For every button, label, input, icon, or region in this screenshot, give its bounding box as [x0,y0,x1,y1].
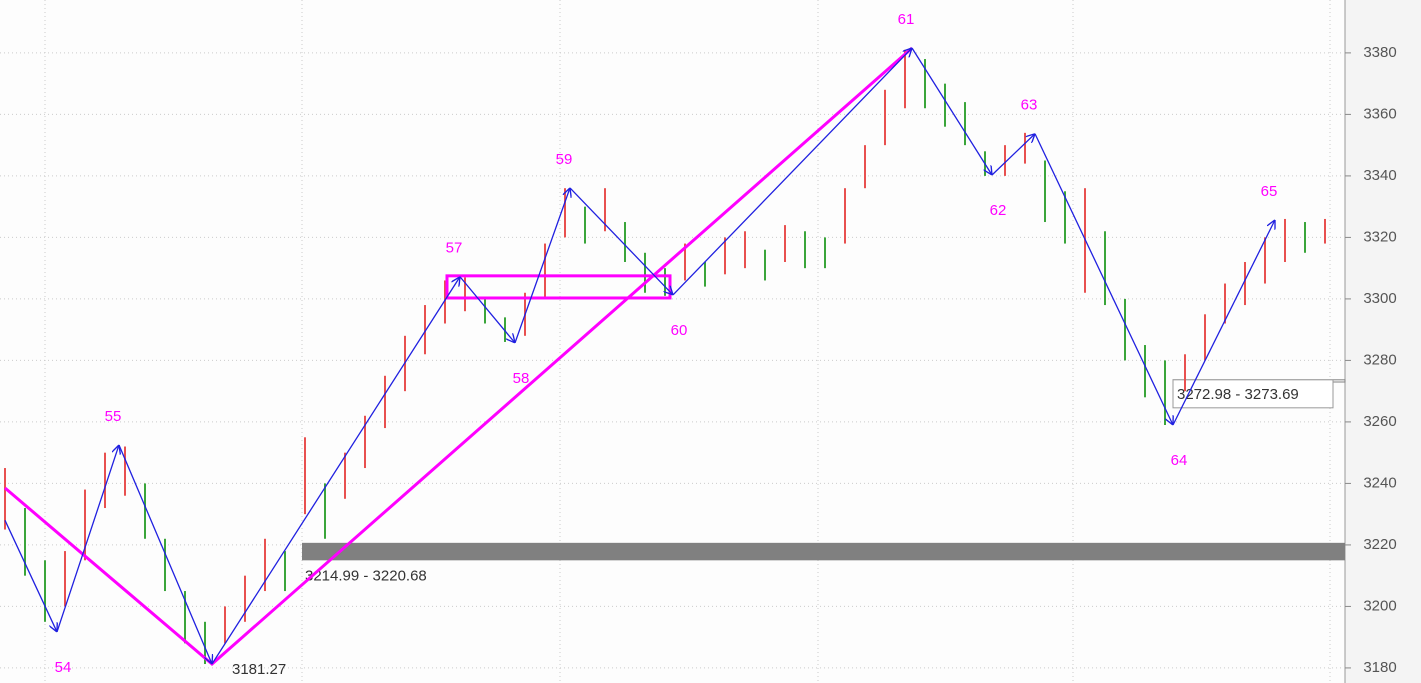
y-tick-label: 3320 [1363,228,1396,245]
wave-label: 54 [55,659,72,676]
zigzag-segment [672,48,912,296]
y-tick-label: 3200 [1363,597,1396,614]
zigzag-segment [4,520,57,632]
y-tick-label: 3360 [1363,105,1396,122]
zigzag-segment [514,188,570,344]
wave-label: 57 [446,240,463,257]
wave-label: 55 [105,408,122,425]
zigzag-segment [991,134,1035,176]
low-price-label: 3181.27 [232,661,286,678]
wave-label: 60 [671,322,688,339]
zigzag-segment [56,445,119,633]
y-tick-label: 3260 [1363,413,1396,430]
zigzag-segment [459,276,515,343]
zigzag-segment [1034,133,1173,425]
zigzag-segment [118,444,212,664]
wave-label: 62 [990,202,1007,219]
zigzag-segment [911,47,992,175]
zone-label: 3272.98 - 3273.69 [1177,386,1299,403]
y-tick-label: 3220 [1363,536,1396,553]
wave-label: 58 [513,370,530,387]
zigzag-segment [1172,220,1275,426]
zigzag-segment [569,187,673,295]
zigzag-segment [211,277,460,665]
wave-label: 59 [556,151,573,168]
wave-label: 64 [1171,452,1188,469]
zone-label-box [1172,379,1334,409]
wave-label: 61 [898,11,915,28]
y-tick-label: 3180 [1363,659,1396,676]
y-tick-label: 3240 [1363,474,1396,491]
wave-label: 63 [1021,97,1038,114]
y-axis-area [1345,0,1421,683]
zone [302,542,1345,561]
plot-area [0,0,1345,683]
wave-label: 65 [1261,183,1278,200]
y-tick-label: 3300 [1363,290,1396,307]
y-tick-label: 3340 [1363,167,1396,184]
y-tick-label: 3280 [1363,351,1396,368]
y-tick-label: 3380 [1363,44,1396,61]
zone-label: 3214.99 - 3220.68 [305,567,427,584]
